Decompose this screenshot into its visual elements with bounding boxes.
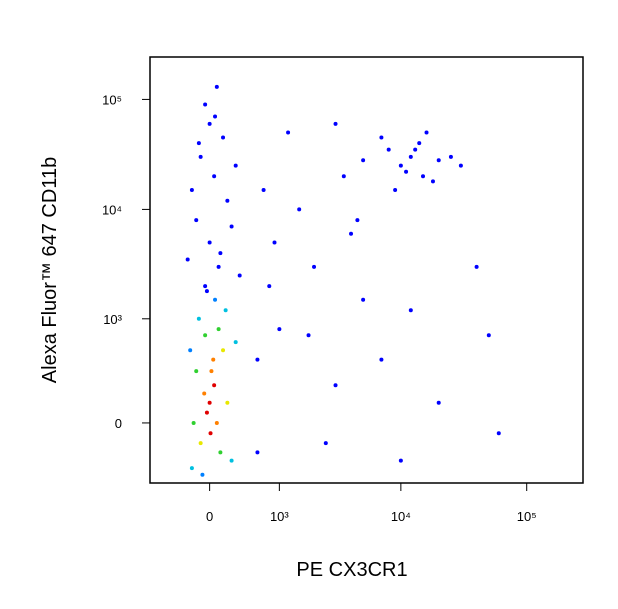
event-dot [237, 273, 242, 278]
event-dot [306, 333, 311, 338]
event-dot [404, 169, 409, 174]
event-dot [312, 264, 317, 269]
event-dot [255, 357, 260, 362]
event-dot [286, 130, 291, 135]
event-dot [349, 231, 354, 236]
event-dot [203, 284, 208, 289]
event-dot [204, 289, 209, 294]
event-dot [297, 207, 302, 212]
event-dot [379, 357, 384, 362]
event-dot [203, 102, 208, 107]
event-dot [185, 257, 190, 262]
event-dot [408, 308, 413, 313]
y-tick-label: 10⁵ [102, 92, 122, 107]
event-dot [198, 154, 203, 159]
event-dot [221, 348, 226, 353]
event-dot [212, 174, 217, 179]
event-dot [417, 141, 422, 146]
event-dot [191, 420, 196, 425]
event-dot [458, 163, 463, 168]
event-dot [218, 251, 223, 256]
event-dot [211, 357, 216, 362]
event-dot [188, 348, 193, 353]
event-dot [204, 410, 209, 415]
event-dot [196, 141, 201, 146]
event-dot [194, 369, 199, 374]
event-dot [200, 472, 205, 477]
event-dot [229, 458, 234, 463]
event-dot [261, 188, 266, 193]
event-dot [207, 121, 212, 126]
event-dot [272, 240, 277, 245]
event-dot [333, 121, 338, 126]
event-dot [341, 174, 346, 179]
x-tick-label: 10⁴ [391, 509, 411, 524]
event-dot [198, 441, 203, 446]
event-dot [496, 431, 501, 436]
y-tick-label: 10⁴ [102, 202, 122, 217]
event-dot [202, 391, 207, 396]
event-dot [424, 130, 429, 135]
event-dot [216, 327, 221, 332]
y-tick-label: 0 [115, 416, 122, 431]
event-dot [214, 420, 219, 425]
event-dot [393, 188, 398, 193]
x-tick-label: 10⁵ [517, 509, 537, 524]
event-dot [229, 224, 234, 229]
event-dot [398, 458, 403, 463]
event-dot [436, 400, 441, 405]
event-dot [448, 154, 453, 159]
event-dot [355, 218, 360, 223]
event-dot [213, 114, 218, 119]
event-dot [361, 158, 366, 163]
event-dot [207, 240, 212, 245]
event-dot [277, 327, 282, 332]
event-dot [233, 163, 238, 168]
event-dot [421, 174, 426, 179]
event-dot [430, 179, 435, 184]
event-dot [413, 147, 418, 152]
event-dot [333, 383, 338, 388]
event-dot [225, 198, 230, 203]
event-dot [213, 297, 218, 302]
event-dot [486, 333, 491, 338]
event-dot [218, 450, 223, 455]
event-dot [223, 308, 228, 313]
event-dot [408, 154, 413, 159]
event-dot [208, 431, 213, 436]
event-dot [361, 297, 366, 302]
event-dot [386, 147, 391, 152]
event-dot [267, 284, 272, 289]
x-tick-label: 10³ [270, 509, 289, 524]
y-axis-title: Alexa Fluor™ 647 CD11b [39, 157, 61, 383]
event-dot [207, 400, 212, 405]
event-dot [379, 135, 384, 140]
plot-frame [149, 56, 584, 484]
event-dot [189, 188, 194, 193]
event-dot [323, 441, 328, 446]
event-dot [214, 84, 219, 89]
event-dot [194, 218, 199, 223]
event-dot [196, 316, 201, 321]
event-dot [255, 450, 260, 455]
event-dot [436, 158, 441, 163]
event-dot [212, 383, 217, 388]
event-dot [398, 163, 403, 168]
x-tick-label: 0 [206, 509, 213, 524]
event-dot [216, 264, 221, 269]
y-tick-label: 10³ [103, 312, 122, 327]
event-dot [474, 264, 479, 269]
event-dot [225, 400, 230, 405]
event-dot [209, 369, 214, 374]
event-dot [189, 466, 194, 471]
event-dot [221, 135, 226, 140]
event-dot [203, 333, 208, 338]
event-dot [233, 340, 238, 345]
x-axis-title: PE CX3CR1 [296, 559, 407, 581]
